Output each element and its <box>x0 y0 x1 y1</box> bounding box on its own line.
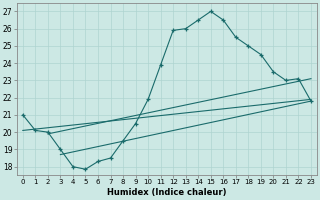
X-axis label: Humidex (Indice chaleur): Humidex (Indice chaleur) <box>107 188 227 197</box>
